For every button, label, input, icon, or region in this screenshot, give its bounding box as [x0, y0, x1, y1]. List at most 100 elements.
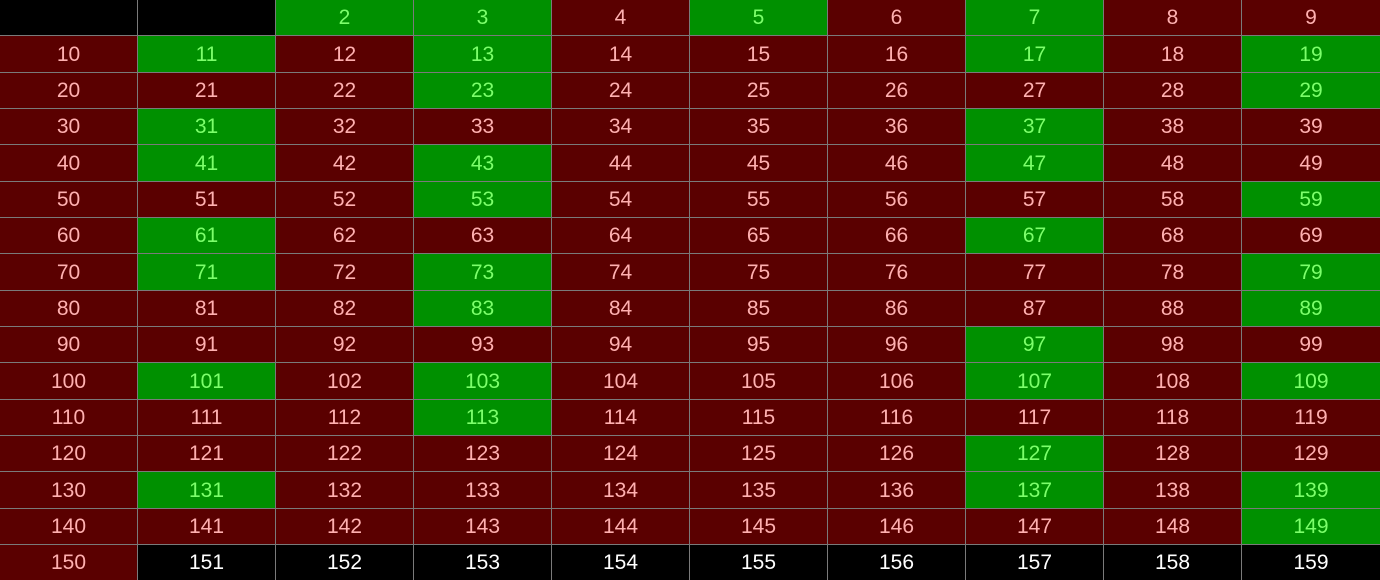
grid-cell-prime: 13: [414, 36, 552, 73]
grid-cell-composite: 132: [276, 472, 414, 509]
grid-cell-composite: 143: [414, 508, 552, 546]
grid-cell-composite: 75: [690, 254, 828, 291]
grid-cell-composite: 146: [828, 508, 966, 546]
grid-cell-composite: 133: [414, 472, 552, 509]
grid-cell-composite: 134: [552, 472, 690, 509]
grid-cell-composite: 114: [552, 399, 690, 437]
grid-cell-composite: 54: [552, 181, 690, 219]
grid-cell-prime: 127: [966, 436, 1104, 473]
grid-cell-composite: 66: [828, 218, 966, 255]
grid-cell-composite: 140: [0, 508, 138, 546]
grid-cell-composite: 12: [276, 36, 414, 73]
grid-cell-prime: 113: [414, 399, 552, 437]
grid-cell-unevaluated: 153: [414, 545, 552, 580]
grid-cell-prime: 89: [1242, 290, 1380, 328]
grid-cell-composite: 69: [1242, 218, 1380, 255]
grid-cell-composite: 121: [138, 436, 276, 473]
grid-cell-composite: 93: [414, 327, 552, 364]
grid-cell-composite: 135: [690, 472, 828, 509]
grid-cell-composite: 9: [1242, 0, 1380, 37]
grid-cell-composite: 129: [1242, 436, 1380, 473]
grid-cell-composite: 63: [414, 218, 552, 255]
grid-cell-prime: 137: [966, 472, 1104, 509]
grid-cell-composite: 90: [0, 327, 138, 364]
grid-cell-composite: 20: [0, 72, 138, 110]
grid-cell-composite: 35: [690, 109, 828, 146]
grid-cell-composite: 48: [1104, 145, 1242, 182]
grid-cell-composite: 145: [690, 508, 828, 546]
grid-cell-prime: 101: [138, 363, 276, 400]
grid-cell-composite: 15: [690, 36, 828, 73]
grid-cell-prime: 31: [138, 109, 276, 146]
grid-cell-composite: 70: [0, 254, 138, 291]
grid-cell-prime: 7: [966, 0, 1104, 37]
grid-cell-blank: [138, 0, 276, 37]
grid-cell-composite: 24: [552, 72, 690, 110]
grid-cell-composite: 144: [552, 508, 690, 546]
grid-cell-composite: 46: [828, 145, 966, 182]
grid-cell-composite: 45: [690, 145, 828, 182]
grid-cell-composite: 122: [276, 436, 414, 473]
grid-cell-prime: 67: [966, 218, 1104, 255]
grid-cell-composite: 130: [0, 472, 138, 509]
grid-cell-composite: 138: [1104, 472, 1242, 509]
grid-cell-composite: 74: [552, 254, 690, 291]
grid-cell-prime: 5: [690, 0, 828, 37]
grid-cell-composite: 82: [276, 290, 414, 328]
grid-cell-composite: 64: [552, 218, 690, 255]
grid-cell-composite: 57: [966, 181, 1104, 219]
grid-cell-composite: 87: [966, 290, 1104, 328]
grid-cell-prime: 59: [1242, 181, 1380, 219]
grid-cell-prime: 29: [1242, 72, 1380, 110]
grid-cell-blank: [0, 0, 138, 37]
grid-cell-composite: 65: [690, 218, 828, 255]
grid-cell-composite: 123: [414, 436, 552, 473]
grid-cell-composite: 124: [552, 436, 690, 473]
grid-cell-composite: 49: [1242, 145, 1380, 182]
grid-cell-composite: 99: [1242, 327, 1380, 364]
grid-cell-prime: 19: [1242, 36, 1380, 73]
grid-cell-prime: 47: [966, 145, 1104, 182]
grid-cell-composite: 39: [1242, 109, 1380, 146]
grid-cell-composite: 126: [828, 436, 966, 473]
grid-cell-composite: 38: [1104, 109, 1242, 146]
grid-cell-composite: 86: [828, 290, 966, 328]
grid-cell-composite: 92: [276, 327, 414, 364]
grid-cell-composite: 28: [1104, 72, 1242, 110]
grid-cell-composite: 50: [0, 181, 138, 219]
grid-cell-composite: 25: [690, 72, 828, 110]
grid-cell-unevaluated: 151: [138, 545, 276, 580]
grid-cell-composite: 42: [276, 145, 414, 182]
grid-cell-composite: 52: [276, 181, 414, 219]
grid-cell-composite: 119: [1242, 399, 1380, 437]
grid-cell-composite: 110: [0, 399, 138, 437]
grid-cell-composite: 98: [1104, 327, 1242, 364]
grid-cell-unevaluated: 158: [1104, 545, 1242, 580]
grid-cell-composite: 125: [690, 436, 828, 473]
grid-cell-prime: 17: [966, 36, 1104, 73]
grid-cell-prime: 73: [414, 254, 552, 291]
grid-cell-composite: 118: [1104, 399, 1242, 437]
grid-cell-prime: 107: [966, 363, 1104, 400]
grid-cell-prime: 109: [1242, 363, 1380, 400]
grid-cell-composite: 4: [552, 0, 690, 37]
grid-cell-composite: 142: [276, 508, 414, 546]
grid-cell-composite: 108: [1104, 363, 1242, 400]
grid-cell-composite: 14: [552, 36, 690, 73]
grid-cell-prime: 61: [138, 218, 276, 255]
grid-cell-composite: 96: [828, 327, 966, 364]
grid-cell-composite: 102: [276, 363, 414, 400]
grid-cell-composite: 105: [690, 363, 828, 400]
grid-cell-prime: 139: [1242, 472, 1380, 509]
grid-cell-composite: 104: [552, 363, 690, 400]
grid-cell-composite: 81: [138, 290, 276, 328]
grid-cell-prime: 149: [1242, 508, 1380, 546]
grid-cell-composite: 68: [1104, 218, 1242, 255]
grid-cell-composite: 148: [1104, 508, 1242, 546]
grid-cell-composite: 85: [690, 290, 828, 328]
grid-cell-unevaluated: 156: [828, 545, 966, 580]
grid-cell-prime: 83: [414, 290, 552, 328]
grid-cell-composite: 16: [828, 36, 966, 73]
grid-cell-prime: 37: [966, 109, 1104, 146]
grid-cell-prime: 43: [414, 145, 552, 182]
